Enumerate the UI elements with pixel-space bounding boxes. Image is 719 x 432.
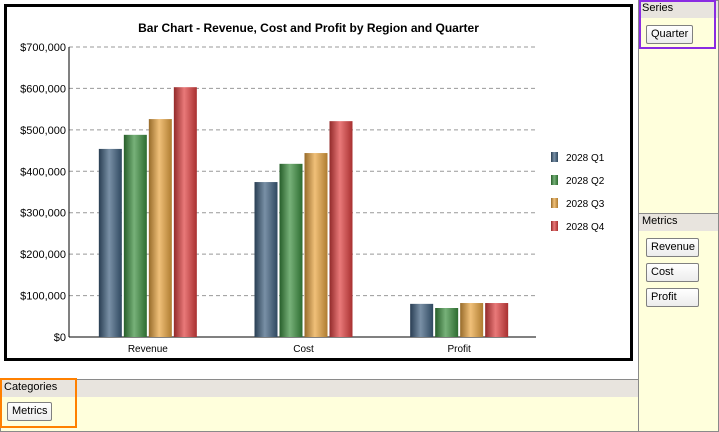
metrics-panel-title: Metrics — [639, 214, 718, 231]
legend-swatch — [551, 221, 558, 231]
y-tick-label: $100,000 — [20, 291, 66, 303]
bar-2028-q1-profit — [410, 303, 434, 337]
category-chip-metrics[interactable]: Metrics — [7, 402, 53, 421]
bar-2028-q3-profit — [460, 303, 484, 337]
series-panel-title: Series — [639, 1, 718, 18]
bar-chart: Bar Chart - Revenue, Cost and Profit by … — [20, 21, 605, 355]
bar-2028-q1-cost — [254, 182, 278, 337]
bar-2028-q2-cost — [279, 163, 303, 337]
bar-2028-q3-cost — [304, 153, 328, 337]
legend-swatch — [551, 175, 558, 185]
y-tick-label: $400,000 — [20, 166, 66, 178]
y-tick-label: $200,000 — [20, 249, 66, 261]
legend-swatch — [551, 198, 558, 208]
legend-swatch — [551, 152, 558, 162]
metrics-panel: Metrics Revenue Cost Profit — [638, 213, 719, 432]
legend-label: 2028 Q3 — [566, 199, 605, 210]
y-tick-label: $500,000 — [20, 125, 66, 137]
bar-2028-q4-cost — [329, 121, 353, 338]
series-panel: Series Quarter — [638, 0, 719, 214]
metric-chip-revenue[interactable]: Revenue — [646, 238, 699, 257]
bar-2028-q2-profit — [435, 308, 459, 337]
bar-2028-q3-revenue — [148, 119, 172, 337]
bar-2028-q1-revenue — [98, 148, 122, 337]
legend-label: 2028 Q4 — [566, 222, 605, 233]
y-tick-label: $600,000 — [20, 83, 66, 95]
x-tick-label: Cost — [293, 344, 314, 355]
x-tick-label: Profit — [447, 344, 471, 355]
y-tick-label: $300,000 — [20, 208, 66, 220]
metric-chip-cost[interactable]: Cost — [646, 263, 699, 282]
x-tick-label: Revenue — [128, 344, 168, 355]
categories-panel: Categories Metrics — [0, 379, 639, 432]
categories-panel-title: Categories — [1, 380, 638, 397]
chart-title: Bar Chart - Revenue, Cost and Profit by … — [138, 21, 479, 35]
bar-2028-q4-profit — [485, 303, 509, 337]
bar-2028-q4-revenue — [173, 87, 197, 337]
y-tick-label: $0 — [54, 332, 66, 344]
chart-container: Bar Chart - Revenue, Cost and Profit by … — [4, 4, 633, 361]
bar-2028-q2-revenue — [123, 134, 147, 337]
y-tick-label: $700,000 — [20, 42, 66, 54]
legend-label: 2028 Q1 — [566, 153, 605, 164]
metric-chip-profit[interactable]: Profit — [646, 288, 699, 307]
legend-label: 2028 Q2 — [566, 176, 605, 187]
series-chip-quarter[interactable]: Quarter — [646, 25, 694, 44]
